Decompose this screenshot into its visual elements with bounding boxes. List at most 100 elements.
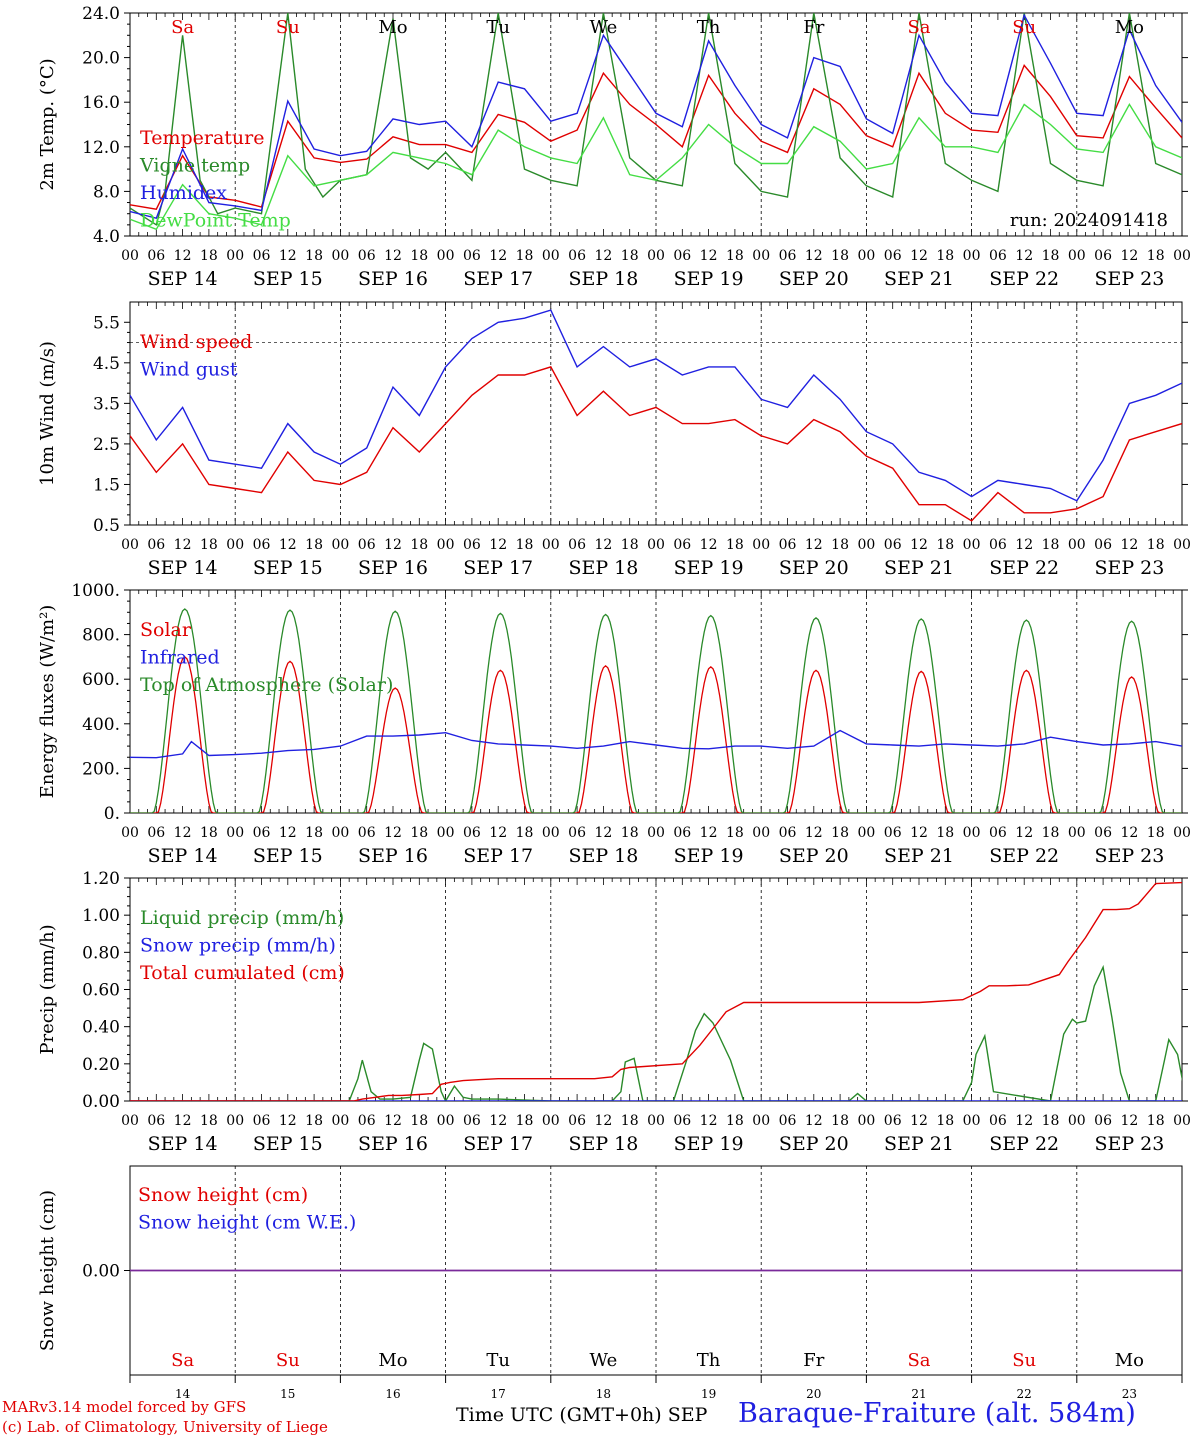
legend-entry: DewPoint Temp <box>140 210 291 232</box>
y-tick-label: 16.0 <box>82 93 120 113</box>
panel-1: 4.0 8.0 12.0 16.0 20.0 24.0 2m Temp. (°C) Tempe… <box>37 4 1191 290</box>
x-tick-label: 12 <box>384 537 402 553</box>
x-tick-label: 18 <box>410 248 428 264</box>
date-label: SEP 20 <box>779 1133 849 1155</box>
x-tick-label: 00 <box>1173 248 1191 264</box>
weekday-label: Fr <box>803 17 824 38</box>
weekday-label: Su <box>276 17 300 38</box>
legend-entry: Vigne temp <box>139 155 250 177</box>
x-tick-label: 12 <box>805 1113 823 1129</box>
x-tick-label: 06 <box>989 825 1007 841</box>
x-tick-label: 12 <box>700 1113 718 1129</box>
date-label: SEP 19 <box>674 557 744 579</box>
x-tick-label: 18 <box>621 825 639 841</box>
weekday-label: Su <box>1012 1350 1036 1371</box>
x-tick-label: 18 <box>621 248 639 264</box>
x-tick-label: 18 <box>936 1113 954 1129</box>
x-tick-label: 18 <box>516 537 534 553</box>
legend-entry: Top of Atmosphere (Solar) <box>140 674 393 696</box>
x-tick-label: 18 <box>1147 825 1165 841</box>
y-tick-label: 400. <box>82 715 120 735</box>
y-tick-label: 1000. <box>71 581 120 601</box>
x-tick-label: 00 <box>857 1113 875 1129</box>
x-tick-label: 06 <box>358 248 376 264</box>
x-tick-label: 06 <box>884 825 902 841</box>
date-label: SEP 14 <box>148 557 218 579</box>
day-number-label: 22 <box>1017 1387 1032 1401</box>
y-axis-label: Precip (mm/h) <box>37 924 58 1054</box>
x-tick-label: 00 <box>647 825 665 841</box>
x-tick-label: 00 <box>331 248 349 264</box>
x-tick-label: 18 <box>936 537 954 553</box>
series-line-temperature <box>130 64 1182 210</box>
date-label: SEP 16 <box>358 1133 428 1155</box>
x-tick-label: 00 <box>331 537 349 553</box>
x-tick-label: 18 <box>1042 537 1060 553</box>
weekday-label: Th <box>697 1350 721 1371</box>
x-tick-label: 06 <box>1094 248 1112 264</box>
x-tick-label: 12 <box>279 825 297 841</box>
y-tick-label: 24.0 <box>82 4 120 24</box>
series-group <box>130 608 1182 813</box>
x-tick-label: 00 <box>752 537 770 553</box>
date-label: SEP 23 <box>1094 557 1164 579</box>
x-tick-label: 06 <box>253 825 271 841</box>
x-tick-label: 12 <box>1015 1113 1033 1129</box>
legend-entry: Humidex <box>140 182 227 204</box>
x-tick-label: 06 <box>673 537 691 553</box>
series-line-liquid-precip-mm-h- <box>130 964 1182 1101</box>
date-label: SEP 23 <box>1094 1133 1164 1155</box>
x-tick-label: 06 <box>147 248 165 264</box>
x-tick-label: 12 <box>910 248 928 264</box>
weekday-label: Mo <box>1115 1350 1144 1371</box>
legend-entry: Snow height (cm) <box>138 1184 308 1206</box>
x-tick-label: 18 <box>1042 248 1060 264</box>
series-line-solar <box>130 656 1182 813</box>
date-label: SEP 14 <box>148 268 218 290</box>
lab-credit: (c) Lab. of Climatology, University of L… <box>2 1418 328 1436</box>
date-label: SEP 21 <box>884 845 954 867</box>
x-tick-label: 12 <box>174 825 192 841</box>
x-tick-label: 06 <box>673 825 691 841</box>
y-tick-label: 0.40 <box>82 1018 120 1038</box>
legend-entry: Infrared <box>140 647 220 669</box>
x-tick-label: 12 <box>910 537 928 553</box>
x-tick-label: 18 <box>621 1113 639 1129</box>
x-tick-label: 18 <box>516 248 534 264</box>
x-tick-label: 18 <box>831 1113 849 1129</box>
x-tick-label: 12 <box>489 248 507 264</box>
x-tick-label: 00 <box>1068 248 1086 264</box>
x-tick-label: 00 <box>647 248 665 264</box>
weekday-label: Fr <box>803 1350 824 1371</box>
x-tick-label: 12 <box>1015 537 1033 553</box>
weekday-label: Sa <box>171 1350 194 1371</box>
x-tick-label: 18 <box>516 1113 534 1129</box>
date-label: SEP 15 <box>253 268 323 290</box>
weekday-label: Th <box>697 17 721 38</box>
x-tick-label: 06 <box>779 248 797 264</box>
y-axis-label: Energy fluxes (W/m²) <box>37 605 58 799</box>
y-tick-label: 4.0 <box>93 227 120 247</box>
x-tick-label: 00 <box>963 825 981 841</box>
x-tick-label: 06 <box>989 1113 1007 1129</box>
x-tick-label: 12 <box>279 537 297 553</box>
weekday-label: Mo <box>1115 17 1144 38</box>
x-tick-label: 00 <box>857 248 875 264</box>
y-tick-label: 0.5 <box>93 516 120 536</box>
weekday-label: Sa <box>907 17 930 38</box>
panel-4: 0.00 0.20 0.40 0.60 0.80 1.00 1.20 Precip (mm/h… <box>37 869 1191 1155</box>
legend-entry: Snow height (cm W.E.) <box>138 1212 356 1234</box>
x-tick-label: 12 <box>594 1113 612 1129</box>
series-line-wind-speed <box>130 366 1182 522</box>
x-tick-label: 06 <box>989 537 1007 553</box>
x-tick-label: 06 <box>147 1113 165 1129</box>
y-tick-label: 0.80 <box>82 943 120 963</box>
y-tick-label: 1.20 <box>82 869 120 889</box>
x-tick-label: 00 <box>1068 1113 1086 1129</box>
x-tick-label: 00 <box>331 825 349 841</box>
x-tick-label: 00 <box>647 1113 665 1129</box>
date-label: SEP 14 <box>148 845 218 867</box>
x-tick-label: 00 <box>1068 537 1086 553</box>
x-tick-label: 18 <box>305 248 323 264</box>
y-tick-label: 4.5 <box>93 354 120 374</box>
